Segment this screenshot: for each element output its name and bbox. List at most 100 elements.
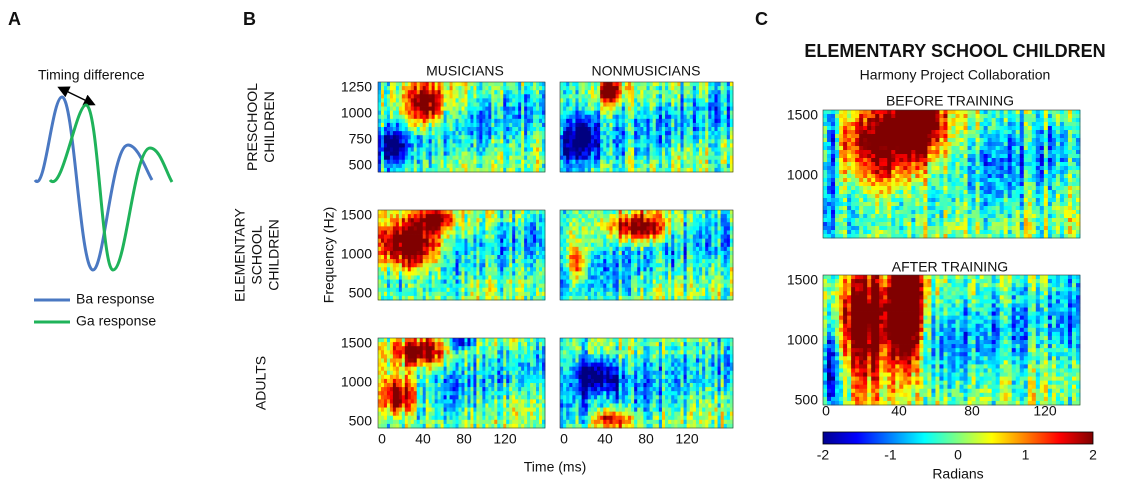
heat-cell — [582, 230, 585, 234]
heat-cell — [582, 288, 585, 292]
heat-cell — [470, 123, 473, 127]
heat-cell — [432, 94, 435, 98]
heat-cell — [656, 280, 659, 284]
heat-cell — [462, 94, 465, 98]
heat-cell — [390, 111, 393, 115]
heat-cell — [656, 98, 659, 102]
heat-cell — [435, 127, 438, 131]
heat-cell — [708, 127, 711, 131]
heat-cell — [708, 226, 711, 230]
heat-cell — [634, 267, 637, 271]
heat-cell — [399, 131, 402, 135]
heat-cell — [515, 226, 518, 230]
heat-cell — [479, 275, 482, 279]
heat-cell — [536, 111, 539, 115]
heat-cell — [524, 284, 527, 288]
heat-cell — [476, 90, 479, 94]
heat-cell — [650, 247, 653, 251]
heat-cell — [668, 164, 671, 168]
heat-cell — [708, 218, 711, 222]
heat-cell — [572, 143, 575, 147]
heat-cell — [462, 119, 465, 123]
heat-cell — [582, 107, 585, 111]
heat-cell — [674, 152, 677, 156]
heat-cell — [579, 90, 582, 94]
heat-cell — [512, 147, 515, 151]
heat-cell — [653, 288, 656, 292]
heat-cell — [423, 218, 426, 222]
heat-cell — [575, 214, 578, 218]
heat-cell — [521, 243, 524, 247]
heat-cell — [453, 156, 456, 160]
heat-cell — [482, 98, 485, 102]
heat-cell — [566, 119, 569, 123]
heat-cell — [459, 271, 462, 275]
heat-cell — [423, 115, 426, 119]
heat-cell — [506, 152, 509, 156]
heat-cell — [656, 143, 659, 147]
heat-cell — [473, 115, 476, 119]
heat-cell — [500, 239, 503, 243]
heat-cell — [473, 267, 476, 271]
heat-cell — [665, 119, 668, 123]
heat-cell — [429, 111, 432, 115]
heat-cell — [606, 267, 609, 271]
heat-cell — [619, 147, 622, 151]
heat-cell — [494, 98, 497, 102]
heat-cell — [423, 251, 426, 255]
heat-cell — [693, 123, 696, 127]
heat-cell — [536, 115, 539, 119]
heat-cell — [396, 251, 399, 255]
heat-cell — [613, 247, 616, 251]
heat-cell — [566, 214, 569, 218]
heat-cell — [674, 214, 677, 218]
heat-cell — [613, 139, 616, 143]
heat-cell — [521, 147, 524, 151]
heat-cell — [711, 288, 714, 292]
heat-cell — [539, 131, 542, 135]
heat-cell — [585, 251, 588, 255]
heat-cell — [432, 210, 435, 214]
heat-cell — [616, 280, 619, 284]
heat-cell — [585, 263, 588, 267]
heat-cell — [524, 251, 527, 255]
heat-cell — [631, 288, 634, 292]
heat-cell — [402, 284, 405, 288]
heat-cell — [387, 214, 390, 218]
heat-cell — [539, 107, 542, 111]
heat-cell — [467, 94, 470, 98]
heat-cell — [631, 247, 634, 251]
heat-cell — [497, 98, 500, 102]
heat-cell — [684, 222, 687, 226]
heat-cell — [588, 82, 591, 86]
heat-cell — [687, 230, 690, 234]
heat-cell — [447, 267, 450, 271]
heat-cell — [656, 251, 659, 255]
heat-cell — [423, 160, 426, 164]
heat-cell — [530, 210, 533, 214]
heat-cell — [405, 119, 408, 123]
heat-cell — [521, 111, 524, 115]
heat-cell — [711, 263, 714, 267]
heat-cell — [563, 271, 566, 275]
heat-cell — [390, 263, 393, 267]
heat-cell — [408, 255, 411, 259]
heat-cell — [462, 230, 465, 234]
heat-cell — [690, 156, 693, 160]
heat-cell — [727, 107, 730, 111]
heat-cell — [662, 214, 665, 218]
heat-cell — [512, 292, 515, 296]
heat-cell — [699, 123, 702, 127]
heat-cell — [509, 160, 512, 164]
heat-cell — [582, 210, 585, 214]
heat-cell — [727, 127, 730, 131]
heat-cell — [613, 135, 616, 139]
heat-cell — [453, 82, 456, 86]
heat-cell — [572, 152, 575, 156]
heat-cell — [521, 259, 524, 263]
heat-cell — [488, 235, 491, 239]
heat-cell — [653, 139, 656, 143]
heat-cell — [708, 275, 711, 279]
heat-cell — [643, 247, 646, 251]
heat-cell — [485, 127, 488, 131]
